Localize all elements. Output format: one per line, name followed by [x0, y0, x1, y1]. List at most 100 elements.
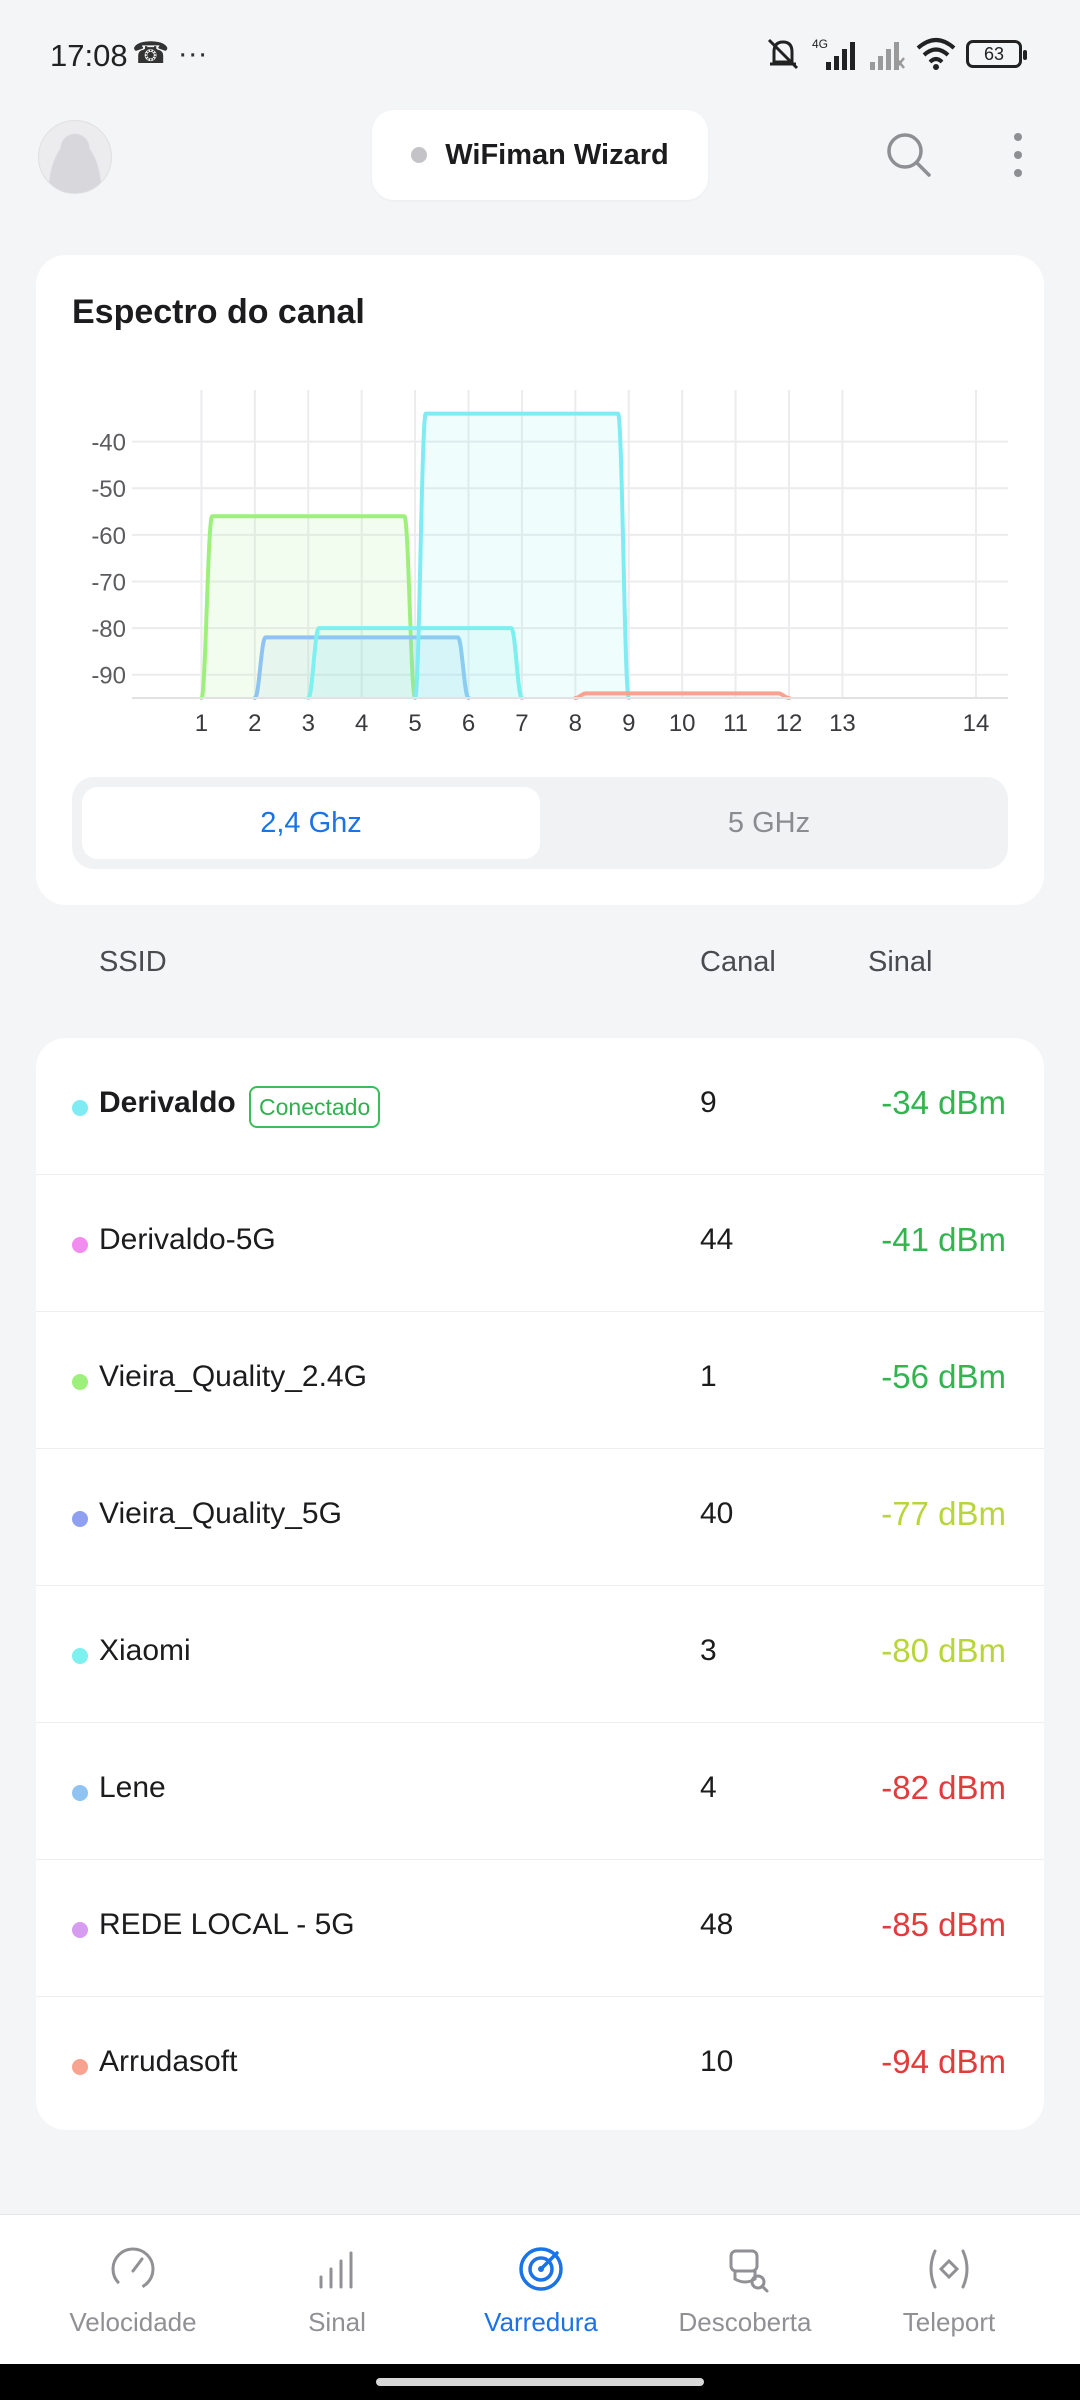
network-signal: -82 dBm: [881, 1769, 1006, 1806]
network-row[interactable]: REDE LOCAL - 5G 48 -85 dBm: [36, 1860, 1044, 1997]
teleport-icon: [929, 2249, 969, 2289]
network-signal: -41 dBm: [881, 1221, 1006, 1258]
battery-icon: 63: [966, 40, 1027, 68]
network-color-dot: [72, 1100, 88, 1116]
gesture-bar: [0, 2364, 1080, 2400]
nav-item-teleport[interactable]: Teleport: [841, 2215, 1057, 2365]
y-tick-label: -60: [91, 523, 126, 550]
network-row[interactable]: Derivaldo-5G 44 -41 dBm: [36, 1175, 1044, 1312]
network-spectrum-area: [308, 628, 522, 698]
network-spectrum-line: [413, 411, 631, 700]
network-signal: -85 dBm: [881, 1906, 1006, 1943]
network-ssid: Xiaomi: [99, 1634, 191, 1667]
discovery-icon: [729, 2249, 769, 2293]
network-spectrum-line: [252, 635, 471, 700]
network-signal: -77 dBm: [881, 1495, 1006, 1532]
y-tick-label: -40: [91, 430, 126, 457]
network-row[interactable]: Vieira_Quality_2.4G 1 -56 dBm: [36, 1312, 1044, 1449]
network-ssid: Vieira_Quality_5G: [99, 1497, 342, 1530]
avatar[interactable]: [38, 120, 112, 194]
home-indicator[interactable]: [376, 2378, 704, 2386]
x-tick-label: 9: [622, 710, 635, 737]
network-row[interactable]: Derivaldo Conectado 9 -34 dBm: [36, 1038, 1044, 1175]
network-ssid: Arrudasoft: [99, 2045, 238, 2078]
network-ssid: Derivaldo-5G: [99, 1223, 276, 1256]
network-ssid: Vieira_Quality_2.4G: [99, 1360, 367, 1393]
network-color-dot: [72, 1374, 88, 1390]
network-spectrum-area: [201, 516, 416, 698]
x-tick-label: 12: [776, 710, 803, 737]
status-bar: 17:08 ☎ ··· 4G 63: [0, 0, 1080, 110]
cell-signal-2-icon: [870, 42, 905, 70]
x-tick-label: 8: [569, 710, 582, 737]
network-signal: -56 dBm: [881, 1358, 1006, 1395]
bottom-nav: Velocidade Sinal Varredura Descoberta: [0, 2214, 1080, 2364]
network-color-dot: [72, 1922, 88, 1938]
nav-label: Varredura: [484, 2307, 598, 2337]
x-tick-label: 11: [723, 710, 748, 737]
wizard-button[interactable]: WiFiman Wizard: [372, 110, 708, 200]
network-channel: 3: [700, 1634, 717, 1667]
column-header-ssid[interactable]: SSID: [99, 946, 167, 978]
y-tick-label: -70: [91, 569, 126, 596]
mute-icon: [767, 38, 799, 70]
y-tick-label: -80: [91, 616, 126, 643]
more-vertical-icon[interactable]: [1000, 130, 1036, 180]
nav-item-sinal[interactable]: Sinal: [229, 2215, 445, 2365]
search-icon[interactable]: [884, 130, 934, 180]
network-row[interactable]: Lene 4 -82 dBm: [36, 1723, 1044, 1860]
x-tick-label: 6: [462, 710, 475, 737]
network-ssid: Derivaldo: [99, 1086, 236, 1119]
network-color-dot: [72, 1237, 88, 1253]
network-type-label: 4G: [812, 37, 828, 51]
x-tick-label: 7: [515, 710, 528, 737]
network-list: Derivaldo Conectado 9 -34 dBm Derivaldo-…: [36, 1038, 1044, 2130]
network-row[interactable]: Xiaomi 3 -80 dBm: [36, 1586, 1044, 1723]
channel-spectrum-card: Espectro do canal -40 -50 -60 -70 -80 -90 1 2 3 4…: [36, 255, 1044, 905]
network-color-dot: [72, 2059, 88, 2075]
network-spectrum-line: [573, 691, 791, 700]
status-dot-icon: [411, 147, 428, 163]
nav-item-velocidade[interactable]: Velocidade: [25, 2215, 241, 2365]
signal-bars-icon: [319, 2251, 353, 2289]
x-tick-label: 13: [829, 710, 856, 737]
network-channel: 48: [700, 1908, 734, 1941]
tab-2-4-ghz[interactable]: 2,4 Ghz: [82, 787, 540, 859]
network-color-dot: [72, 1511, 88, 1527]
network-color-dot: [72, 1648, 88, 1664]
network-channel: 9: [700, 1086, 717, 1119]
network-row[interactable]: Arrudasoft 10 -94 dBm: [36, 1997, 1044, 2130]
x-tick-label: 10: [669, 710, 696, 737]
status-right-icons: 4G 63: [764, 36, 1027, 72]
x-tick-label: 4: [355, 710, 368, 737]
column-header-signal[interactable]: Sinal: [868, 946, 933, 978]
nav-label: Sinal: [308, 2307, 366, 2337]
band-toggle: 2,4 Ghz 5 GHz: [72, 777, 1008, 869]
channel-spectrum-chart: -40-50-60-70-80-901 2 3 4 5 6 7 8 9 10 11 12 13 14: [91, 390, 1008, 737]
x-tick-label: 14: [963, 710, 990, 737]
network-spectrum-line: [306, 626, 524, 700]
network-spectrum-area: [415, 413, 629, 698]
call-and-more-icon: ☎ ···: [132, 37, 208, 70]
y-tick-label: -50: [91, 476, 126, 503]
network-channel: 44: [700, 1223, 734, 1256]
speedometer-icon: [111, 2247, 155, 2291]
nav-item-descoberta[interactable]: Descoberta: [637, 2215, 853, 2365]
nav-item-varredura[interactable]: Varredura: [433, 2215, 649, 2365]
wifi-icon: [916, 38, 956, 70]
network-channel: 1: [700, 1360, 717, 1393]
network-row[interactable]: Vieira_Quality_5G 40 -77 dBm: [36, 1449, 1044, 1586]
radar-scan-icon: [519, 2247, 563, 2291]
nav-label: Teleport: [902, 2307, 996, 2337]
wizard-label: WiFiman Wizard: [445, 138, 669, 171]
network-ssid: Lene: [99, 1771, 166, 1804]
network-channel: 10: [700, 2045, 734, 2078]
network-channel: 40: [700, 1497, 734, 1530]
x-tick-label: 3: [302, 710, 315, 737]
nav-label: Velocidade: [69, 2307, 197, 2337]
connected-badge: Conectado: [249, 1086, 381, 1128]
cell-signal-icon: 4G: [812, 37, 855, 70]
column-header-channel[interactable]: Canal: [700, 946, 776, 978]
chart-title: Espectro do canal: [72, 293, 365, 331]
tab-5-ghz[interactable]: 5 GHz: [727, 806, 811, 839]
